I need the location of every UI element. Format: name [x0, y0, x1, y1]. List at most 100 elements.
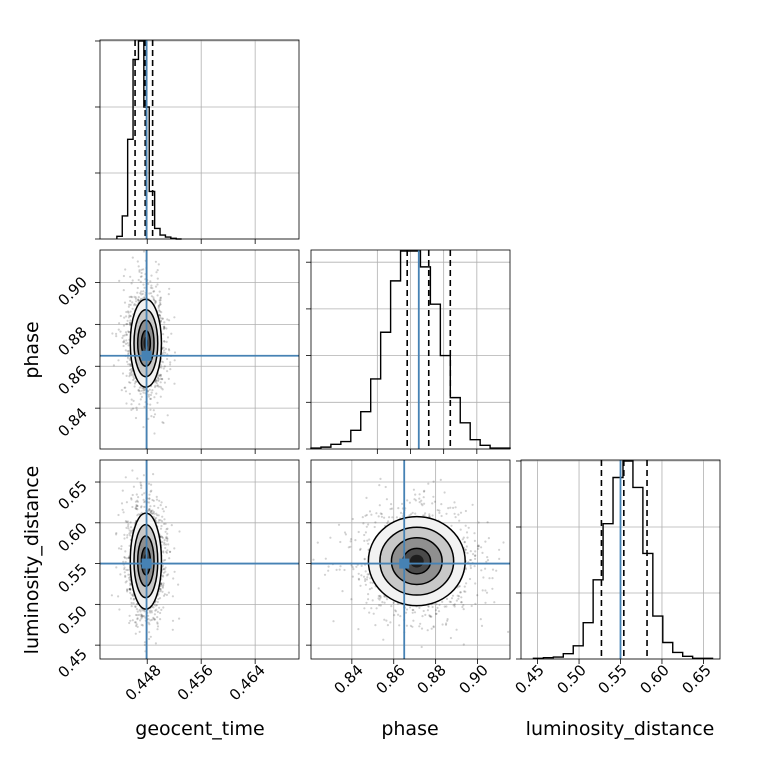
sample-point: [133, 382, 136, 385]
sample-point: [398, 624, 401, 627]
sample-point: [420, 502, 423, 505]
sample-point: [464, 590, 467, 593]
sample-point: [156, 610, 159, 614]
sample-point: [128, 368, 132, 372]
sample-point: [124, 476, 127, 479]
sample-point: [468, 577, 472, 581]
sample-point: [124, 349, 127, 352]
sample-point: [140, 275, 143, 278]
sample-point: [162, 584, 165, 587]
sample-point: [173, 359, 176, 362]
sample-point: [360, 564, 363, 568]
sample-point: [163, 349, 166, 352]
sample-point: [127, 527, 130, 530]
sample-point: [486, 556, 489, 559]
sample-point: [455, 599, 458, 602]
sample-point: [155, 382, 158, 385]
sample-point: [386, 624, 389, 627]
sample-point: [414, 493, 417, 496]
sample-point: [397, 613, 400, 616]
sample-point: [155, 380, 158, 383]
sample-point: [408, 501, 411, 504]
sample-point: [168, 557, 171, 560]
sample-point: [392, 601, 395, 604]
sample-point: [420, 627, 424, 630]
sample-point: [150, 509, 153, 512]
sample-point: [134, 507, 137, 510]
sample-point: [156, 385, 159, 388]
sample-point: [455, 628, 458, 631]
sample-point: [125, 339, 128, 342]
sample-point: [128, 392, 131, 395]
sample-point: [131, 594, 135, 598]
sample-point: [142, 268, 145, 271]
sample-point: [459, 591, 462, 594]
sample-point: [457, 513, 460, 516]
sample-point: [148, 631, 151, 634]
tick-label: 0.86: [372, 661, 408, 697]
sample-point: [164, 537, 167, 540]
sample-point: [126, 342, 129, 345]
sample-point: [129, 322, 132, 325]
sample-point: [136, 618, 139, 621]
sample-point: [323, 573, 327, 576]
sample-point: [122, 560, 125, 564]
sample-point: [162, 510, 165, 513]
sample-point: [126, 588, 129, 591]
sample-point: [117, 595, 120, 598]
sample-point: [423, 489, 426, 492]
sample-point: [129, 314, 132, 318]
sample-point: [351, 517, 354, 521]
sample-point: [170, 332, 173, 335]
sample-point: [159, 618, 162, 621]
sample-point: [125, 501, 128, 504]
sample-point: [360, 574, 363, 577]
sample-point: [438, 509, 441, 512]
sample-point: [454, 506, 457, 509]
sample-point: [129, 303, 132, 306]
x-axis-label: phase: [381, 718, 438, 740]
sample-point: [136, 260, 139, 263]
sample-point: [122, 274, 125, 278]
sample-point: [161, 361, 165, 364]
sample-point: [149, 619, 152, 622]
sample-point: [152, 510, 155, 514]
sample-point: [480, 569, 483, 572]
sample-point: [329, 536, 332, 539]
sample-point: [473, 565, 476, 568]
sample-point: [163, 365, 166, 368]
sample-point: [112, 364, 115, 367]
sample-point: [143, 610, 146, 613]
sample-point: [136, 514, 139, 517]
sample-point: [389, 621, 392, 624]
tick-label: 0.65: [54, 477, 90, 513]
sample-point: [130, 370, 133, 373]
sample-point: [143, 296, 146, 299]
sample-point: [154, 301, 157, 304]
x-axis-label: geocent_time: [135, 718, 264, 740]
sample-point: [132, 399, 135, 402]
sample-point: [167, 573, 170, 576]
sample-point: [377, 594, 380, 598]
sample-point: [324, 557, 327, 560]
sample-point: [137, 496, 140, 499]
sample-point: [123, 316, 126, 319]
sample-point: [125, 310, 128, 314]
truth-marker: [141, 350, 152, 361]
sample-point: [168, 349, 171, 352]
sample-point: [128, 375, 131, 378]
sample-point: [156, 401, 159, 404]
sample-point: [149, 408, 152, 411]
sample-point: [368, 510, 372, 513]
sample-point: [167, 348, 170, 351]
sample-point: [150, 618, 154, 621]
tick-label: 0.55: [54, 560, 90, 596]
sample-point: [131, 493, 134, 497]
sample-point: [453, 603, 456, 606]
sample-point: [480, 546, 483, 549]
sample-point: [130, 408, 133, 411]
sample-point: [132, 602, 135, 605]
sample-point: [412, 619, 415, 622]
sample-point: [147, 393, 150, 396]
